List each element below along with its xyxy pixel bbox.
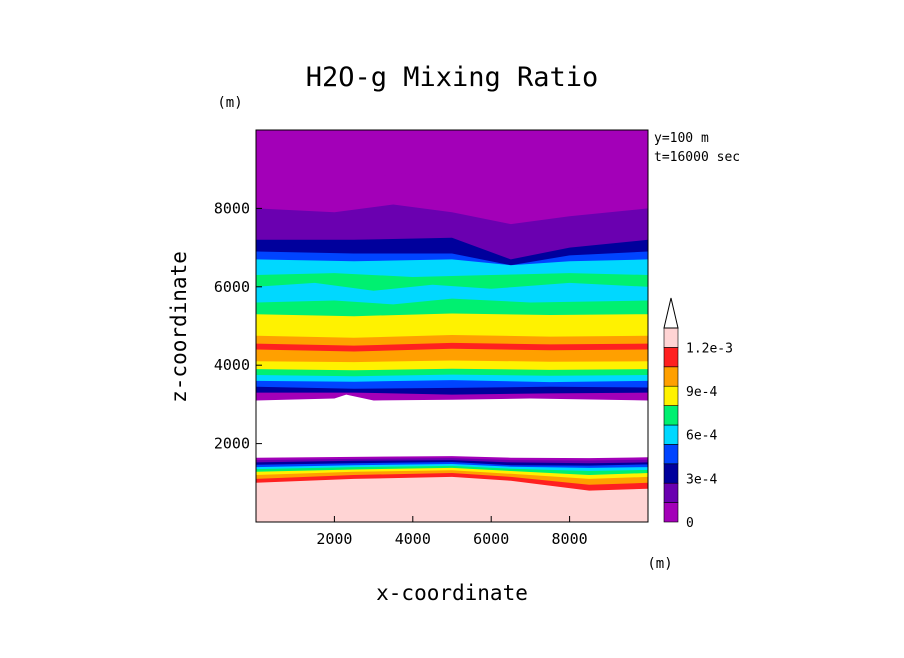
x-axis-ticks: 2000 4000 6000 8000 xyxy=(316,516,588,548)
y-tick-label: 6000 xyxy=(214,278,250,296)
colorbar-segment xyxy=(663,347,679,368)
x-tick-label: 2000 xyxy=(316,530,352,548)
colorbar-segment xyxy=(663,444,679,465)
colorbar-segment xyxy=(663,405,679,426)
x-axis-label: x-coordinate xyxy=(376,581,528,605)
colorbar-label: 0 xyxy=(686,516,694,531)
colorbar-extend-arrow xyxy=(663,297,679,329)
layer-pink xyxy=(256,476,648,522)
y-axis-ticks: 2000 4000 6000 8000 xyxy=(214,199,262,453)
y-tick-label: 2000 xyxy=(214,435,250,453)
colorbar: 0 3e-4 6e-4 9e-4 1.2e-3 xyxy=(663,297,733,531)
x-tick-label: 6000 xyxy=(473,530,509,548)
colorbar-segment xyxy=(663,424,679,445)
contour-fills xyxy=(256,130,648,523)
x-tick-label: 4000 xyxy=(395,530,431,548)
y-axis-label: z-coordinate xyxy=(167,251,191,403)
x-axis-unit: (m) xyxy=(647,556,672,572)
colorbar-label: 3e-4 xyxy=(686,472,717,487)
colorbar-segment xyxy=(663,385,679,406)
colorbar-label: 6e-4 xyxy=(686,429,717,444)
chart-title: H2O-g Mixing Ratio xyxy=(306,62,599,93)
colorbar-segment xyxy=(663,366,679,387)
colorbar-label: 9e-4 xyxy=(686,385,717,400)
plot-frame xyxy=(255,129,649,523)
annotation-y-position: y=100 m xyxy=(654,131,709,146)
colorbar-segment xyxy=(663,327,679,348)
colorbar-segment xyxy=(663,502,679,523)
colorbar-segment xyxy=(663,482,679,503)
colorbar-label: 1.2e-3 xyxy=(686,341,733,356)
y-tick-label: 8000 xyxy=(214,199,250,217)
x-tick-label: 8000 xyxy=(552,530,588,548)
colorbar-segment xyxy=(663,463,679,484)
y-tick-label: 4000 xyxy=(214,356,250,374)
y-axis-unit: (m) xyxy=(217,95,242,111)
annotation-time: t=16000 sec xyxy=(654,150,740,165)
